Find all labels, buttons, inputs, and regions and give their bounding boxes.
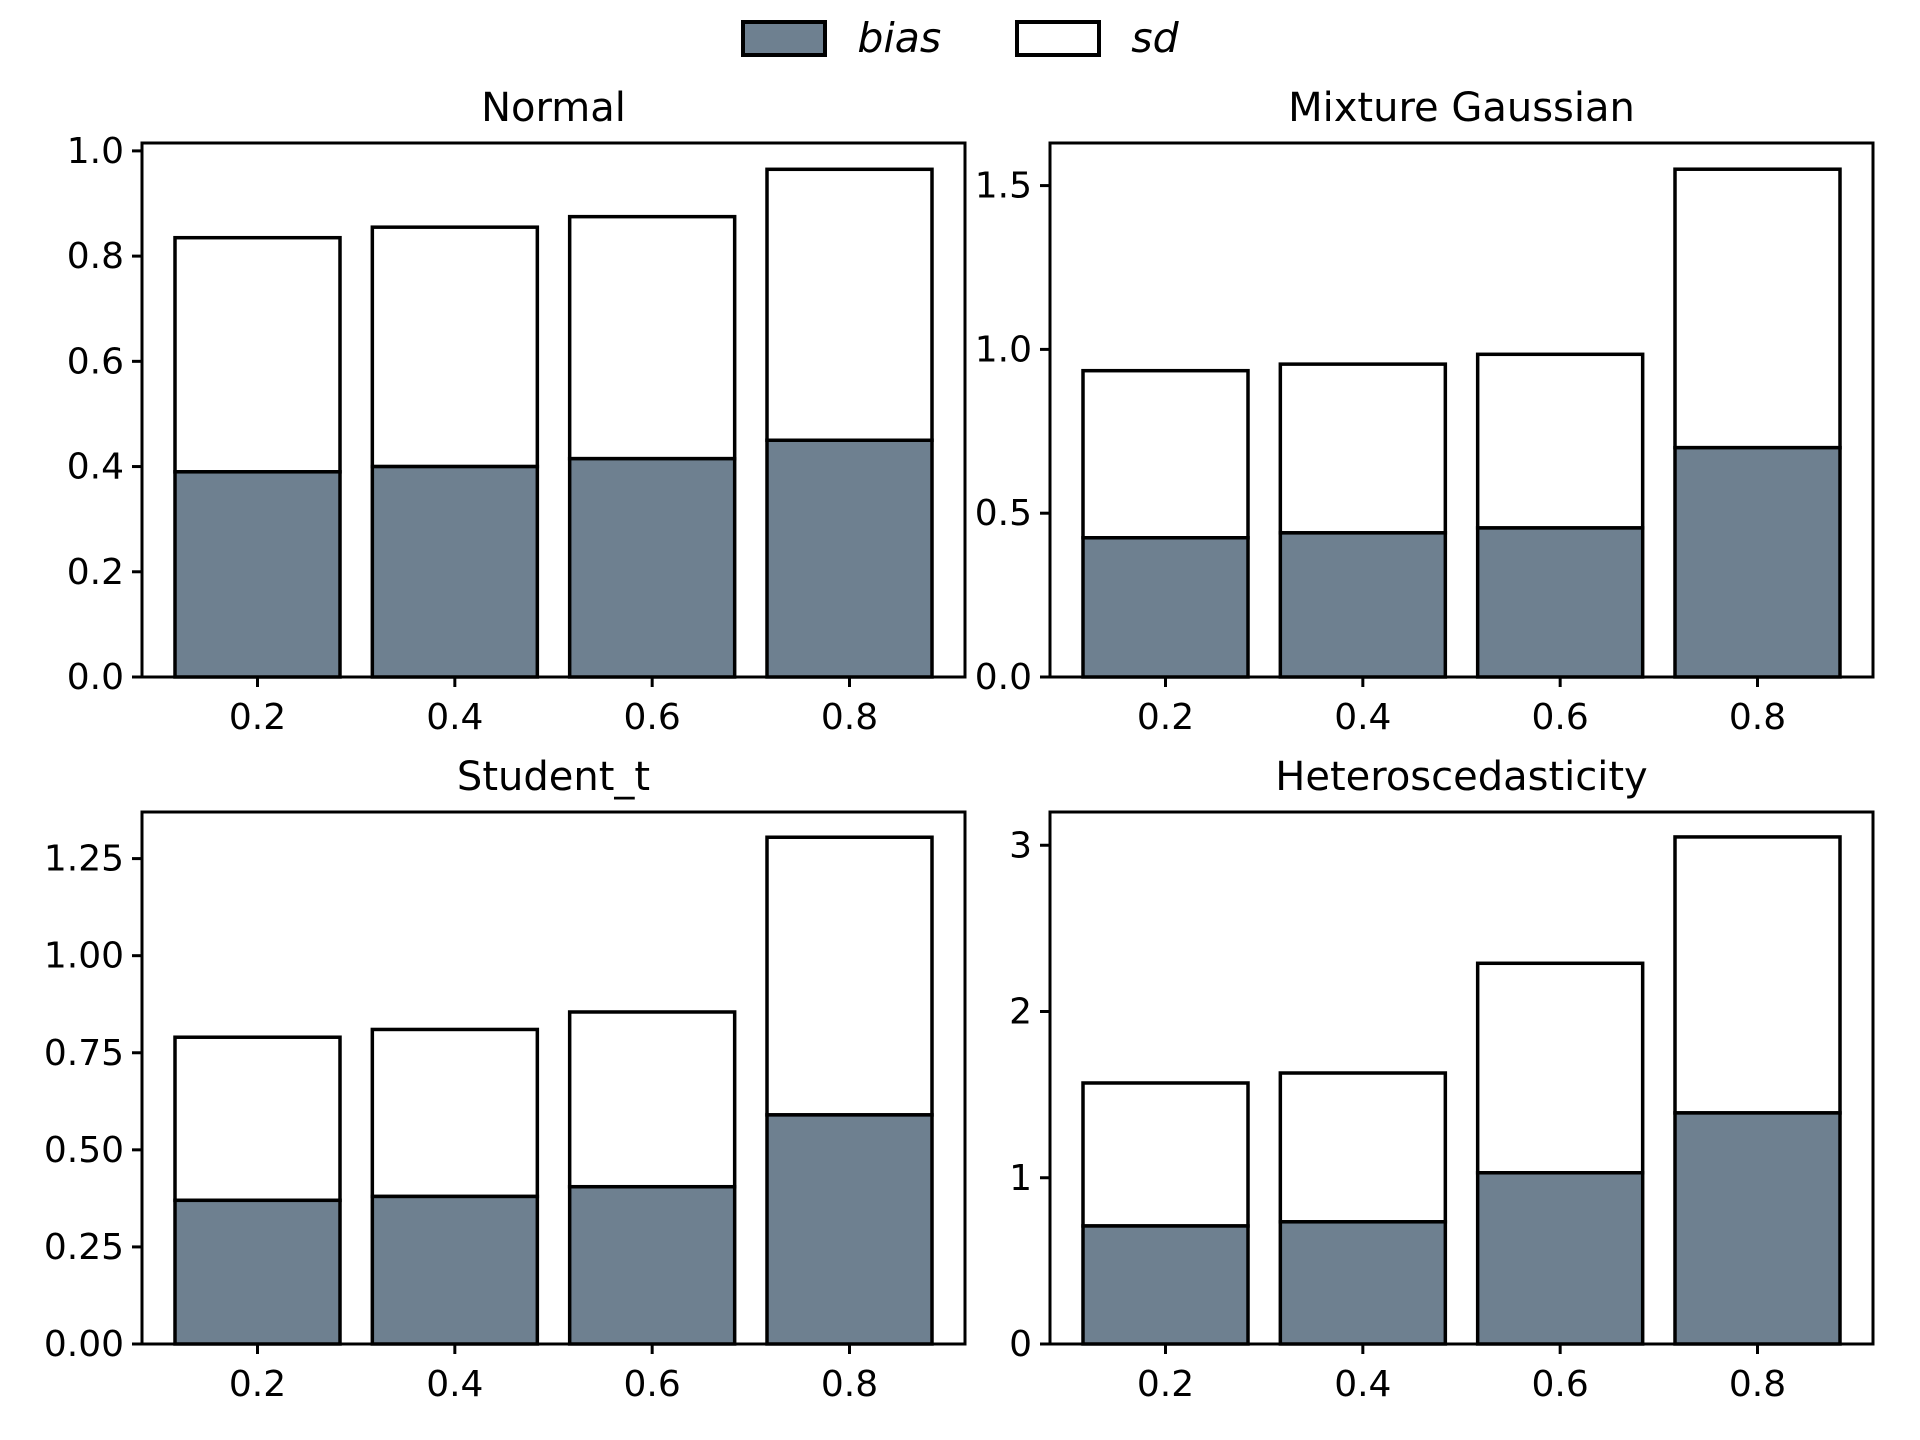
y-tick-label: 1.00 [44, 936, 124, 977]
y-tick-label: 0.50 [44, 1130, 124, 1171]
x-tick-label: 0.6 [1532, 697, 1589, 738]
subplot-title: Heteroscedasticity [1275, 754, 1647, 800]
subplot-title: Mixture Gaussian [1288, 85, 1635, 131]
x-tick-label: 0.8 [1729, 697, 1786, 738]
bias-bar-segment [370, 1194, 540, 1346]
legend-entry-sd: sd [1015, 14, 1179, 62]
bias-bar-segment [567, 1184, 737, 1346]
sd-bar-segment [1475, 961, 1645, 1175]
legend-label-sd: sd [1131, 14, 1179, 62]
y-tick-label: 0.25 [44, 1227, 124, 1268]
x-tick-label: 0.4 [426, 1364, 483, 1405]
y-tick-label: 0.0 [975, 657, 1032, 698]
axes-frame [1048, 141, 1875, 679]
sd-bar-segment [173, 235, 342, 474]
bias-bar-segment [1673, 1111, 1842, 1346]
x-tick-label: 0.4 [1334, 697, 1391, 738]
y-tick-label: 0.00 [44, 1324, 124, 1365]
bias-bar-segment [1081, 1224, 1250, 1346]
y-tick-label: 0.8 [67, 236, 124, 277]
sd-bar-segment [1081, 368, 1250, 540]
subplot-title: Normal [481, 85, 626, 131]
sd-bar-segment [1278, 362, 1448, 535]
bias-bar-segment [173, 470, 342, 679]
subplot-normal: Normal 0.0 0.2 0.4 0.6 0.8 1.0 0.2 0.4 0.6 0.8 [67, 85, 967, 738]
y-tick-label: 0.6 [67, 341, 124, 382]
x-tick-label: 0.4 [1334, 1364, 1391, 1405]
subplot-student-t: Student_t 0.00 0.25 0.50 0.75 1.00 1.25 0.2 0.4 0… [44, 754, 967, 1405]
sd-bar-segment [765, 167, 934, 443]
x-tick-label: 0.6 [624, 1364, 681, 1405]
sd-bar-segment [765, 835, 934, 1117]
bias-bar-segment [1475, 526, 1645, 679]
bias-bar-segment [567, 456, 737, 679]
x-tick-label: 0.8 [821, 697, 878, 738]
x-tick-label: 0.2 [1137, 1364, 1194, 1405]
legend-entry-bias: bias [741, 18, 941, 59]
sd-bar-segment [1081, 1081, 1250, 1228]
sd-bar-segment [1475, 352, 1645, 530]
bias-bar-segment [1081, 536, 1250, 679]
bias-swatch-icon [741, 20, 828, 57]
x-tick-label: 0.6 [1532, 1364, 1589, 1405]
sd-swatch-icon [1015, 20, 1102, 57]
figure-legend: bias sd [0, 18, 1920, 59]
bias-bar-segment [1278, 1220, 1448, 1346]
x-tick-label: 0.6 [624, 697, 681, 738]
bias-bar-segment [370, 464, 540, 679]
sd-bar-segment [173, 1035, 342, 1203]
subplot-mixture-gaussian: Mixture Gaussian 0.0 0.5 1.0 1.5 0.2 0.4 0.6 0.8 [975, 85, 1875, 738]
y-tick-label: 1.0 [67, 131, 124, 172]
sd-bar-segment [567, 1010, 737, 1189]
sd-bar-segment [370, 225, 540, 469]
sd-bar-segment [1673, 835, 1842, 1115]
bias-bar-segment [173, 1198, 342, 1346]
x-tick-label: 0.2 [229, 697, 286, 738]
x-tick-label: 0.8 [821, 1364, 878, 1405]
sd-bar-segment [567, 214, 737, 461]
bias-bar-segment [765, 1113, 934, 1346]
y-tick-label: 1.0 [975, 329, 1032, 370]
subplot-title: Student_t [457, 754, 650, 800]
x-tick-label: 0.2 [1137, 697, 1194, 738]
y-tick-label: 0.5 [975, 493, 1032, 534]
legend-label-bias: bias [857, 14, 942, 62]
y-tick-label: 2 [1009, 992, 1032, 1033]
sd-bar-segment [1278, 1071, 1448, 1224]
subplot-heteroscedasticity: Heteroscedasticity 0 1 2 3 0.2 0.4 0.6 0.8 [1009, 754, 1875, 1405]
axes-frame [1048, 810, 1875, 1346]
sd-bar-segment [1673, 167, 1842, 450]
y-tick-label: 1.5 [975, 166, 1032, 207]
y-tick-label: 0 [1009, 1324, 1032, 1365]
bias-bar-segment [765, 438, 934, 679]
bias-bar-segment [1673, 445, 1842, 679]
bias-bar-segment [1475, 1171, 1645, 1346]
axes-frame [140, 141, 967, 679]
x-tick-label: 0.4 [426, 697, 483, 738]
y-tick-label: 0.0 [67, 657, 124, 698]
y-tick-label: 0.2 [67, 552, 124, 593]
axes-frame [140, 810, 967, 1346]
bias-bar-segment [1278, 531, 1448, 679]
y-tick-label: 0.4 [67, 447, 124, 488]
y-tick-label: 1.25 [44, 839, 124, 880]
x-tick-label: 0.8 [1729, 1364, 1786, 1405]
y-tick-label: 3 [1009, 825, 1032, 866]
y-tick-label: 1 [1009, 1158, 1032, 1199]
sd-bar-segment [370, 1027, 540, 1199]
y-tick-label: 0.75 [44, 1033, 124, 1074]
x-tick-label: 0.2 [229, 1364, 286, 1405]
